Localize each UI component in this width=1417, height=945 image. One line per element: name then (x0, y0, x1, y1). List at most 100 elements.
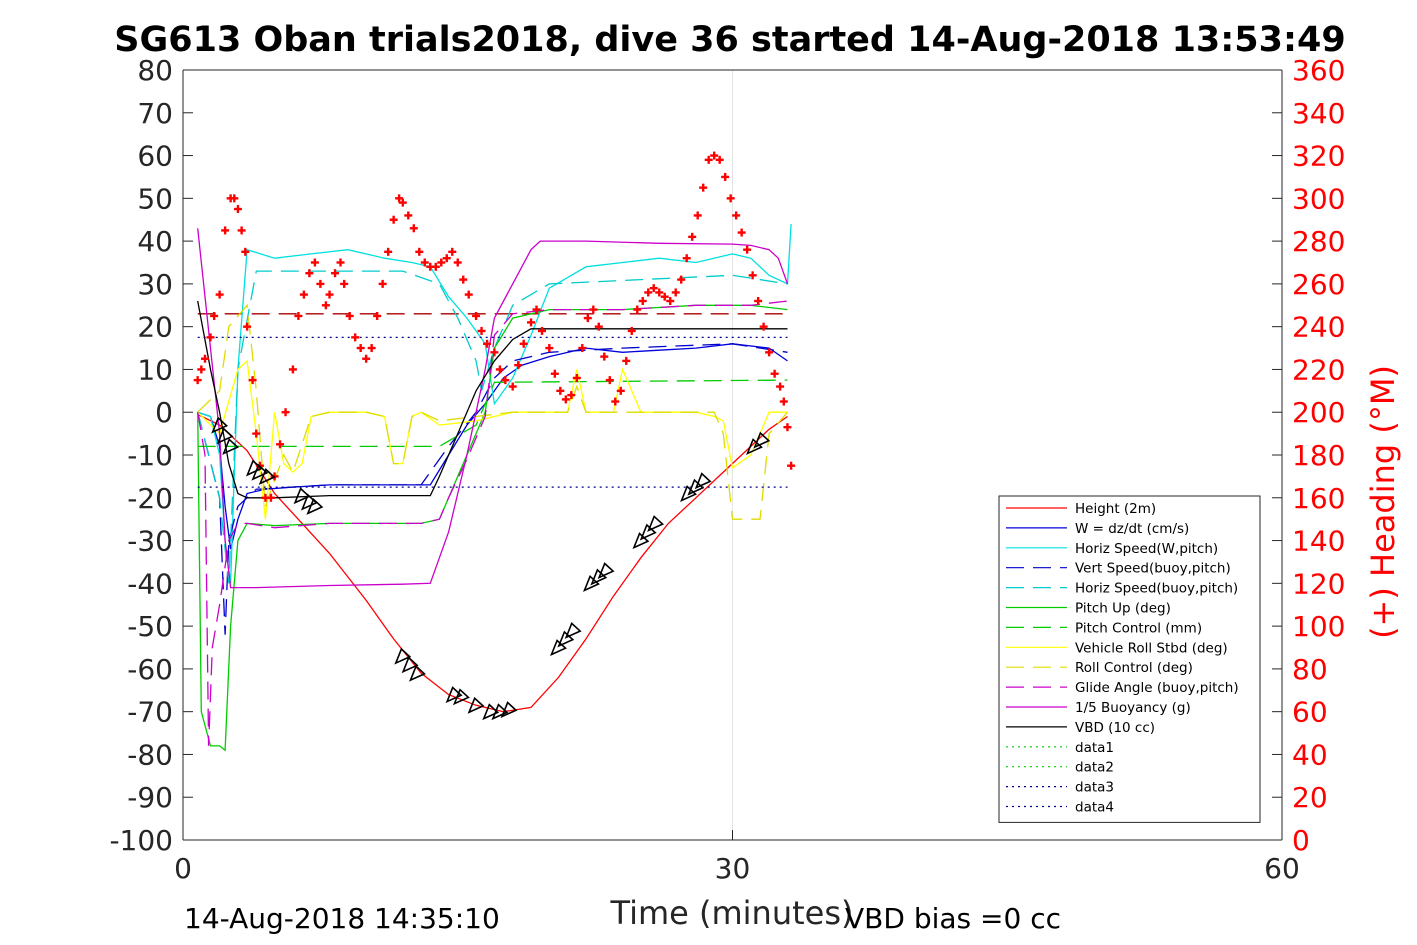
heading-marker (770, 369, 779, 378)
left-tick-label: -40 (127, 567, 173, 600)
legend-entry: data3 (1075, 780, 1114, 796)
heading-marker (743, 245, 752, 254)
heading-marker (666, 297, 675, 305)
heading-marker (545, 344, 554, 353)
heading-marker (356, 344, 365, 353)
x-tick-label: 0 (174, 852, 192, 885)
legend-entry: Roll Control (deg) (1075, 660, 1193, 676)
legend: Height (2m) W = dz/dt (cm/s) Horiz Speed(W… (998, 495, 1261, 823)
heading-marker (556, 386, 565, 395)
series-line-5 (197, 270, 788, 584)
attitude-marker (293, 487, 311, 505)
heading-marker (464, 290, 473, 299)
heading-marker (616, 386, 625, 395)
legend-entry: data1 (1075, 740, 1114, 756)
series-line-7 (197, 379, 788, 448)
heading-marker (776, 382, 785, 391)
left-tick-label: -20 (127, 482, 173, 515)
attitude-marker (694, 472, 712, 490)
heading-marker (233, 205, 242, 214)
attitude-marker (746, 438, 763, 455)
heading-marker (594, 322, 603, 331)
heading-marker (243, 322, 252, 331)
heading-marker (197, 365, 206, 374)
right-tick-label: 260 (1292, 268, 1345, 301)
left-tick-label: -80 (127, 738, 173, 771)
attitude-marker (401, 656, 419, 674)
heading-marker (754, 297, 763, 305)
footer-timestamp: 14-Aug-2018 14:35:10 (184, 902, 500, 935)
attitude-marker (597, 562, 615, 580)
right-tick-label: 180 (1292, 439, 1345, 472)
legend-entry: data4 (1075, 800, 1114, 816)
x-tick-label: 60 (1264, 852, 1300, 885)
heading-marker (437, 258, 446, 267)
right-tick-label: 20 (1292, 781, 1328, 814)
heading-marker (395, 194, 404, 203)
heading-marker (726, 194, 735, 203)
heading-marker (373, 311, 382, 320)
heading-marker (378, 279, 387, 288)
legend-entry: Pitch Up (deg) (1075, 601, 1171, 617)
heading-marker (336, 258, 345, 267)
heading-marker (477, 326, 486, 335)
legend-entry: Horiz Speed(buoy,pitch) (1075, 581, 1238, 597)
heading-marker (472, 311, 481, 320)
right-tick-label: 120 (1292, 567, 1345, 600)
heading-marker (351, 333, 360, 342)
heading-marker (765, 348, 774, 357)
heading-marker (737, 228, 746, 237)
heading-marker (572, 374, 581, 382)
heading-marker (644, 288, 653, 297)
left-tick-label: -50 (127, 610, 173, 643)
x-axis-label: Time (minutes) (610, 894, 854, 932)
heading-marker (310, 258, 319, 267)
heading-marker (527, 318, 536, 327)
heading-marker (519, 339, 528, 348)
legend-entry: Pitch Control (mm) (1075, 620, 1202, 636)
heading-marker (266, 493, 275, 502)
heading-marker (538, 326, 547, 335)
legend-entry: Vert Speed(buoy,pitch) (1075, 561, 1231, 577)
left-tick-label: 30 (137, 268, 173, 301)
chart-title: SG613 Oban trials2018, dive 36 started 1… (114, 20, 1345, 60)
heading-marker (490, 348, 499, 357)
heading-markers (193, 151, 796, 502)
attitude-marker (582, 574, 600, 592)
legend-entry: 1/5 Buoyancy (g) (1075, 700, 1191, 716)
attitude-marker (245, 459, 263, 477)
heading-marker (221, 226, 230, 235)
series-line-10 (197, 300, 788, 746)
attitude-marker (647, 515, 665, 532)
heading-marker (340, 279, 349, 288)
footer-vbd-bias: VBD bias =0 cc (845, 902, 1061, 935)
heading-marker (677, 275, 686, 284)
right-tick-label: 320 (1292, 140, 1345, 173)
right-tick-label: 300 (1292, 182, 1345, 215)
attitude-marker (394, 647, 412, 665)
heading-marker (532, 305, 541, 314)
tick-labels: 80706050403020100-10-20-30-40-50-60-70-8… (109, 54, 1345, 885)
attitude-marker (222, 438, 240, 455)
left-tick-label: -90 (127, 781, 173, 814)
heading-marker (345, 311, 354, 320)
heading-marker (779, 397, 788, 406)
attitude-marker (590, 568, 608, 586)
attitude-marker (564, 622, 582, 639)
heading-marker (704, 155, 713, 164)
heading-marker (409, 224, 418, 233)
attitude-marker (452, 688, 470, 706)
heading-marker (237, 226, 246, 235)
heading-marker (230, 194, 239, 203)
left-tick-label: 80 (137, 54, 173, 87)
attitude-marker (753, 431, 771, 449)
heading-marker (288, 365, 297, 374)
heading-marker (693, 211, 702, 220)
heading-marker (583, 314, 592, 323)
heading-marker (305, 269, 314, 278)
attitude-marker (491, 703, 509, 721)
heading-marker (578, 344, 587, 353)
heading-marker (514, 361, 523, 370)
heading-marker (567, 391, 576, 400)
